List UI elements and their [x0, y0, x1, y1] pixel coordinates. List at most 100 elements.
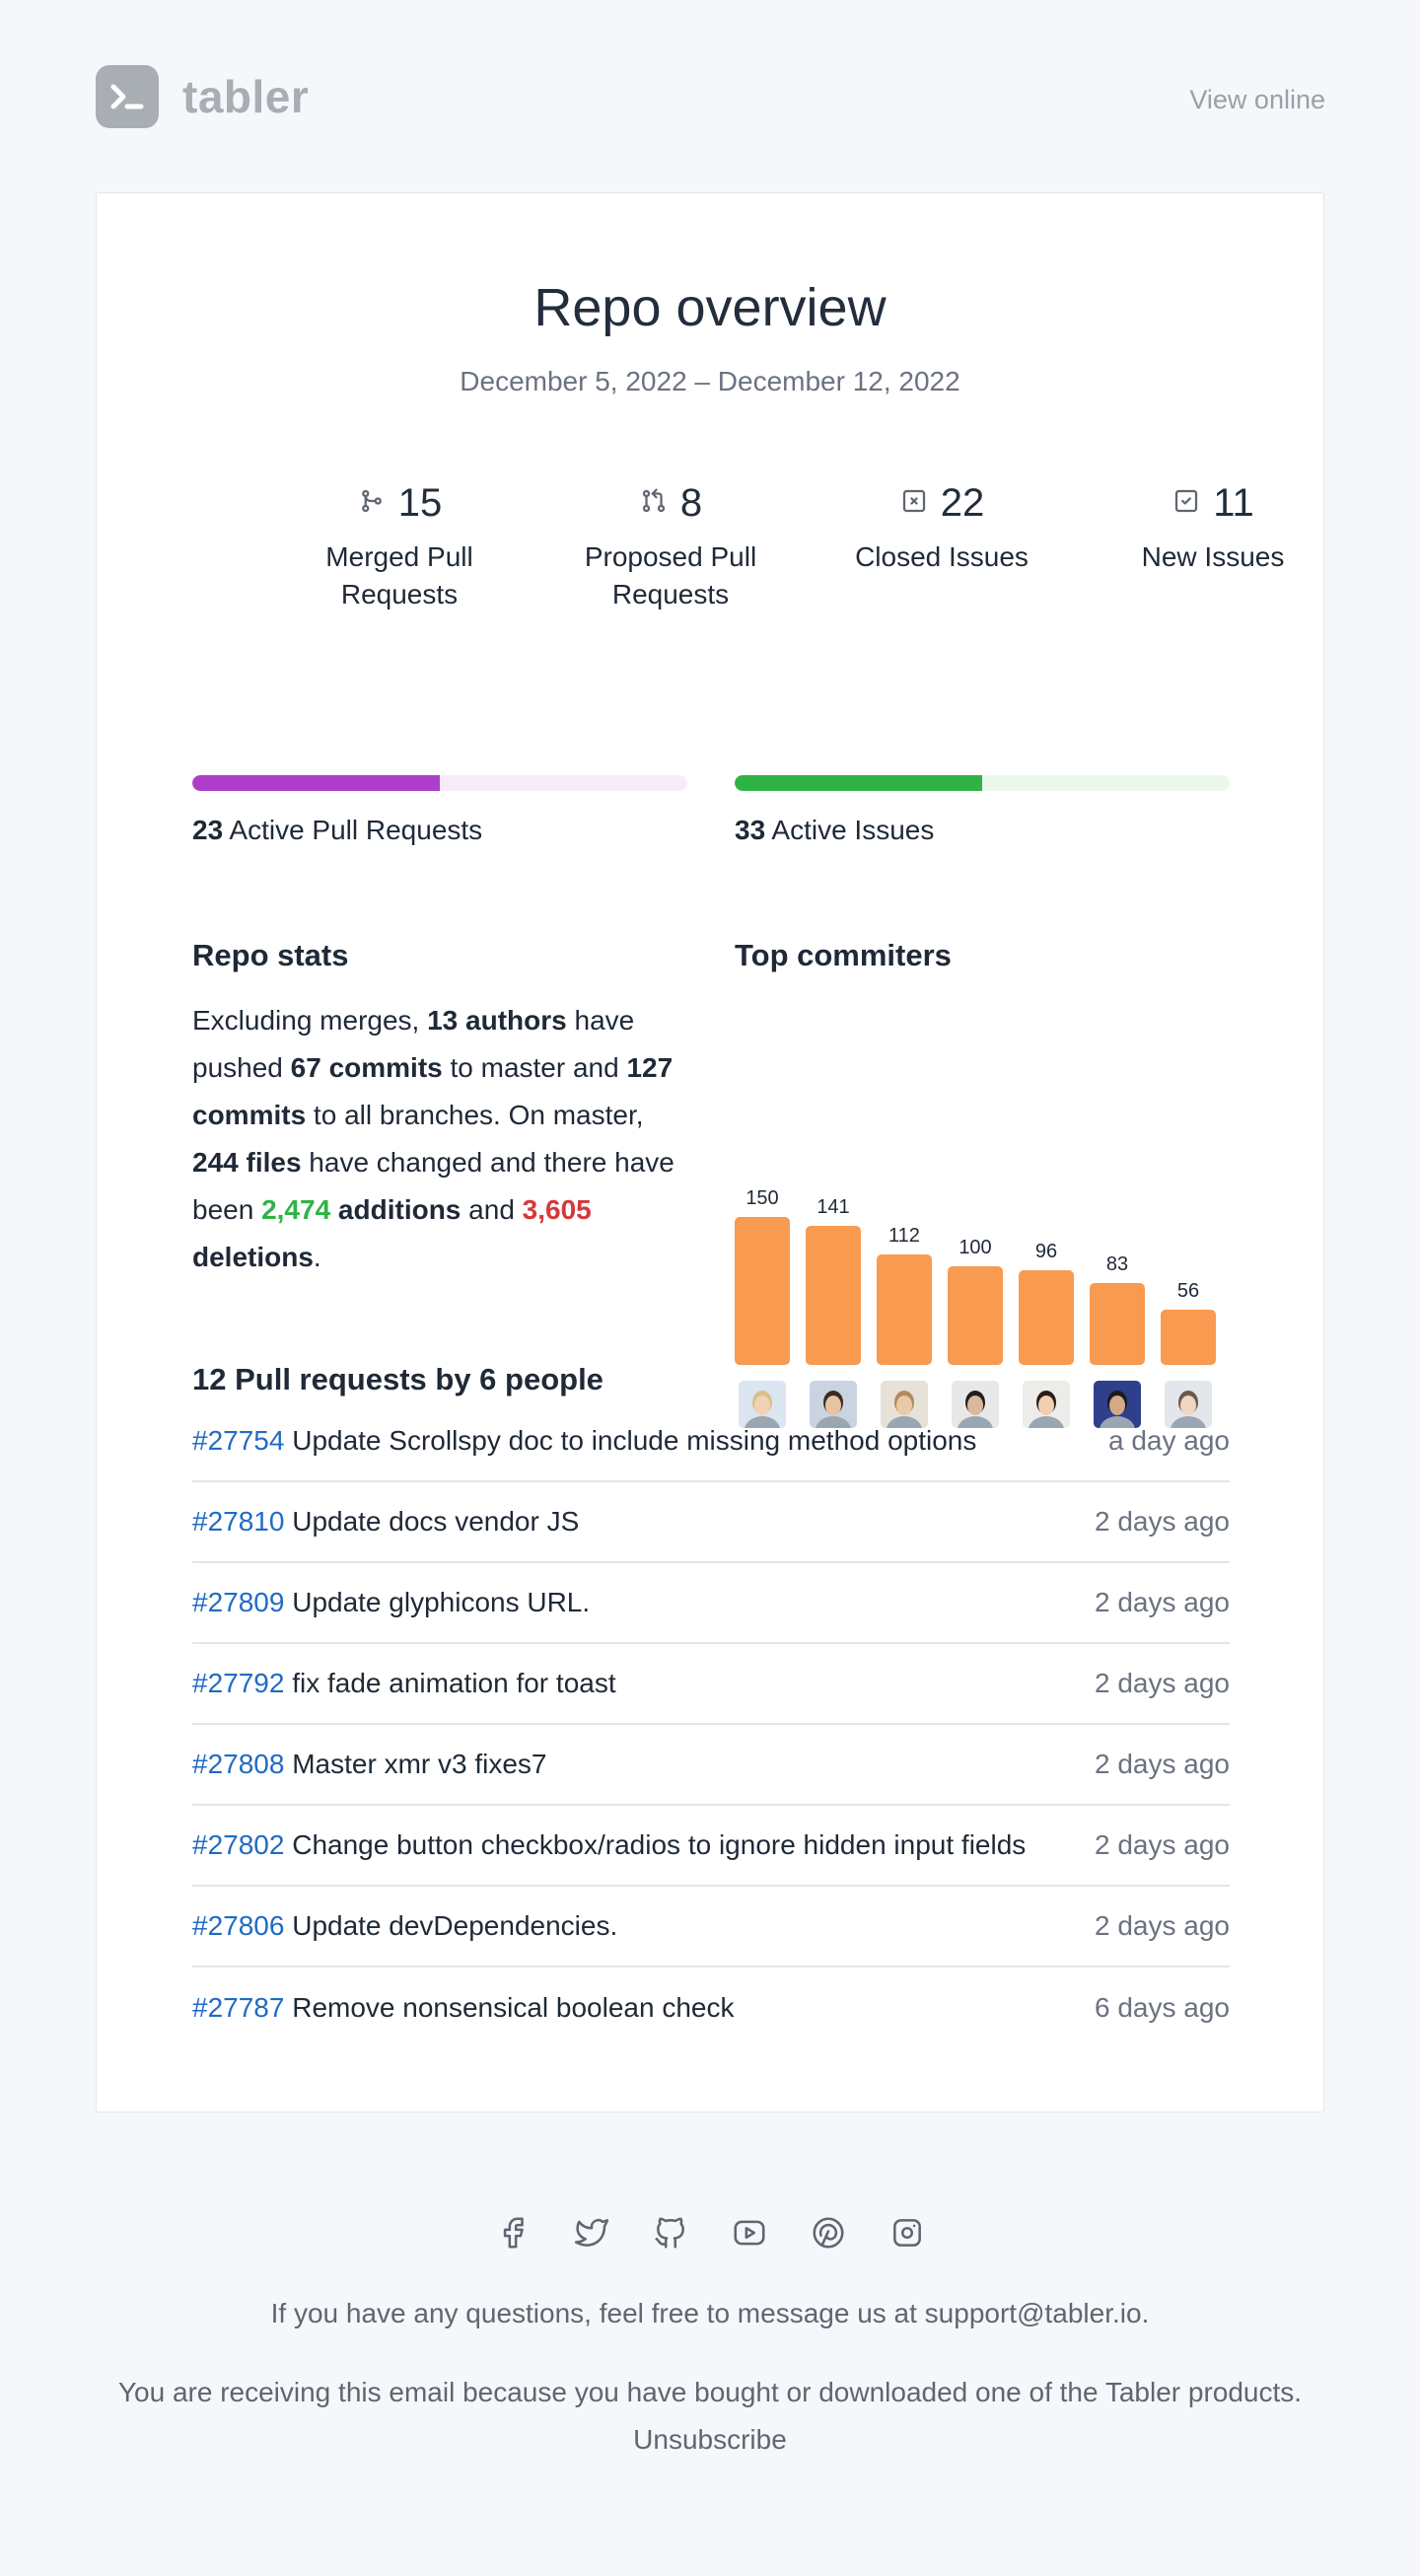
avatar[interactable]: [739, 1381, 786, 1428]
pull-request-time: 2 days ago: [1095, 1910, 1230, 1941]
pinterest-icon[interactable]: [810, 2214, 847, 2252]
git-merge-icon: [357, 486, 398, 521]
active-pull-requests-count: 23: [192, 815, 224, 845]
stat-new-issues: 11 New Issues: [1080, 479, 1346, 576]
pull-request-label: #27810 Update docs vendor JS: [192, 1506, 579, 1538]
pull-request-time: 2 days ago: [1095, 1506, 1230, 1537]
progress-fill: [192, 775, 440, 791]
pull-request-time: 6 days ago: [1095, 1992, 1230, 2023]
active-pull-requests-caption: 23 Active Pull Requests: [192, 815, 482, 846]
pull-request-title: Update glyphicons URL.: [292, 1587, 591, 1617]
pull-request-time: a day ago: [1108, 1425, 1230, 1456]
twitter-icon[interactable]: [573, 2214, 610, 2252]
stat-value: 15: [397, 480, 443, 525]
pull-request-time: 2 days ago: [1095, 1587, 1230, 1617]
pull-request-label: #27808 Master xmr v3 fixes7: [192, 1749, 547, 1780]
chart-bar-label: 56: [1176, 1280, 1200, 1302]
social-links: [0, 2214, 1420, 2252]
stat-label: Closed Issues: [855, 541, 1029, 572]
pull-request-list: #27754 Update Scrollspy doc to include m…: [192, 1401, 1230, 2048]
avatar[interactable]: [810, 1381, 857, 1428]
view-online-link[interactable]: View online: [1189, 85, 1325, 114]
pull-request-link[interactable]: #27809: [192, 1587, 285, 1617]
receiving-notice: You are receiving this email because you…: [117, 2377, 1303, 2407]
pull-request-link[interactable]: #27787: [192, 1992, 285, 2023]
top-committers-chart: 150 141 112 100 96 83 56: [735, 992, 1218, 1436]
email-header: tabler View online: [96, 65, 1325, 128]
stat-value: 8: [679, 480, 703, 525]
facebook-icon[interactable]: [494, 2214, 532, 2252]
chart-bar: [1090, 1283, 1145, 1365]
pull-request-title: Master xmr v3 fixes7: [292, 1749, 547, 1779]
pull-request-link[interactable]: #27808: [192, 1749, 285, 1779]
pull-request-row: #27809 Update glyphicons URL. 2 days ago: [192, 1563, 1230, 1644]
chart-bar-label: 83: [1105, 1253, 1129, 1275]
progress-fill: [735, 775, 982, 791]
text-segment: .: [313, 1242, 321, 1272]
stat-label: Merged Pull Requests: [325, 541, 473, 609]
stat-label: New Issues: [1141, 541, 1285, 572]
pull-request-label: #27809 Update glyphicons URL.: [192, 1587, 590, 1618]
avatar[interactable]: [1023, 1381, 1070, 1428]
pull-request-link[interactable]: #27806: [192, 1910, 285, 1941]
email-card: Repo overview December 5, 2022 – Decembe…: [96, 192, 1324, 2112]
chart-bar-label: 100: [958, 1237, 992, 1258]
pull-request-row: #27802 Change button checkbox/radios to …: [192, 1806, 1230, 1887]
github-icon[interactable]: [652, 2214, 689, 2252]
text-segment: to all branches. On master,: [306, 1100, 644, 1130]
youtube-icon[interactable]: [731, 2214, 768, 2252]
chart-bar: [1019, 1270, 1074, 1365]
avatar[interactable]: [952, 1381, 999, 1428]
pull-request-link[interactable]: #27792: [192, 1668, 285, 1698]
pull-request-link[interactable]: #27754: [192, 1425, 285, 1456]
pull-request-title: Update Scrollspy doc to include missing …: [292, 1425, 977, 1456]
stat-merged-pull-requests: 15 Merged Pull Requests: [266, 479, 532, 613]
pull-request-row: #27810 Update docs vendor JS 2 days ago: [192, 1482, 1230, 1563]
active-issues-progress: [735, 775, 1230, 791]
pull-request-row: #27806 Update devDependencies. 2 days ago: [192, 1887, 1230, 1968]
unsubscribe-link[interactable]: Unsubscribe: [633, 2424, 787, 2455]
pull-request-time: 2 days ago: [1095, 1668, 1230, 1698]
additions-word: additions: [330, 1194, 462, 1225]
stat-closed-issues: 22 Closed Issues: [809, 479, 1075, 576]
master-commits-count: 67 commits: [290, 1052, 443, 1083]
tabler-logo[interactable]: tabler: [96, 65, 309, 128]
all-commits-count: 127 commits: [192, 1052, 674, 1130]
pull-request-time: 2 days ago: [1095, 1829, 1230, 1860]
top-committers-title: Top commiters: [735, 938, 952, 972]
date-range: December 5, 2022 – December 12, 2022: [460, 366, 960, 396]
avatar[interactable]: [1165, 1381, 1212, 1428]
pull-request-label: #27802 Change button checkbox/radios to …: [192, 1829, 1026, 1861]
stat-proposed-pull-requests: 8 Proposed Pull Requests: [537, 479, 804, 613]
repo-stats-text: Excluding merges, 13 authors have pushed…: [192, 997, 695, 1281]
pull-request-row: #27787 Remove nonsensical boolean check 6…: [192, 1968, 1230, 2048]
authors-count: 13 authors: [427, 1005, 567, 1036]
files-changed-count: 244 files: [192, 1147, 302, 1178]
pull-request-link[interactable]: #27810: [192, 1506, 285, 1537]
chart-bar-label: 112: [888, 1225, 920, 1247]
chart-bar: [948, 1266, 1003, 1365]
stat-value: 22: [940, 480, 985, 525]
stat-value: 11: [1213, 480, 1254, 525]
text-segment: have changed and there have been: [192, 1147, 674, 1225]
pull-request-title: Remove nonsensical boolean check: [292, 1992, 735, 2023]
pull-request-row: #27808 Master xmr v3 fixes7 2 days ago: [192, 1725, 1230, 1806]
pull-request-title: Update docs vendor JS: [292, 1506, 580, 1537]
terminal-icon: [96, 65, 159, 128]
chart-bar-label: 150: [746, 1187, 779, 1209]
text-segment: have pushed: [192, 1005, 635, 1083]
chart-bar: [1161, 1310, 1216, 1365]
avatar[interactable]: [1094, 1381, 1141, 1428]
pull-request-time: 2 days ago: [1095, 1749, 1230, 1779]
active-pull-requests-label: Active Pull Requests: [229, 815, 483, 845]
avatar[interactable]: [881, 1381, 928, 1428]
support-message: If you have any questions, feel free to …: [270, 2298, 1150, 2328]
pull-request-label: #27754 Update Scrollspy doc to include m…: [192, 1425, 976, 1457]
pull-request-row: #27754 Update Scrollspy doc to include m…: [192, 1401, 1230, 1482]
page-title: Repo overview: [533, 278, 887, 337]
repo-stats-title: Repo stats: [192, 938, 349, 972]
pull-request-link[interactable]: #27802: [192, 1829, 285, 1860]
active-issues-caption: 33 Active Issues: [735, 815, 934, 846]
pull-requests-title: 12 Pull requests by 6 people: [192, 1362, 604, 1396]
instagram-icon[interactable]: [888, 2214, 926, 2252]
